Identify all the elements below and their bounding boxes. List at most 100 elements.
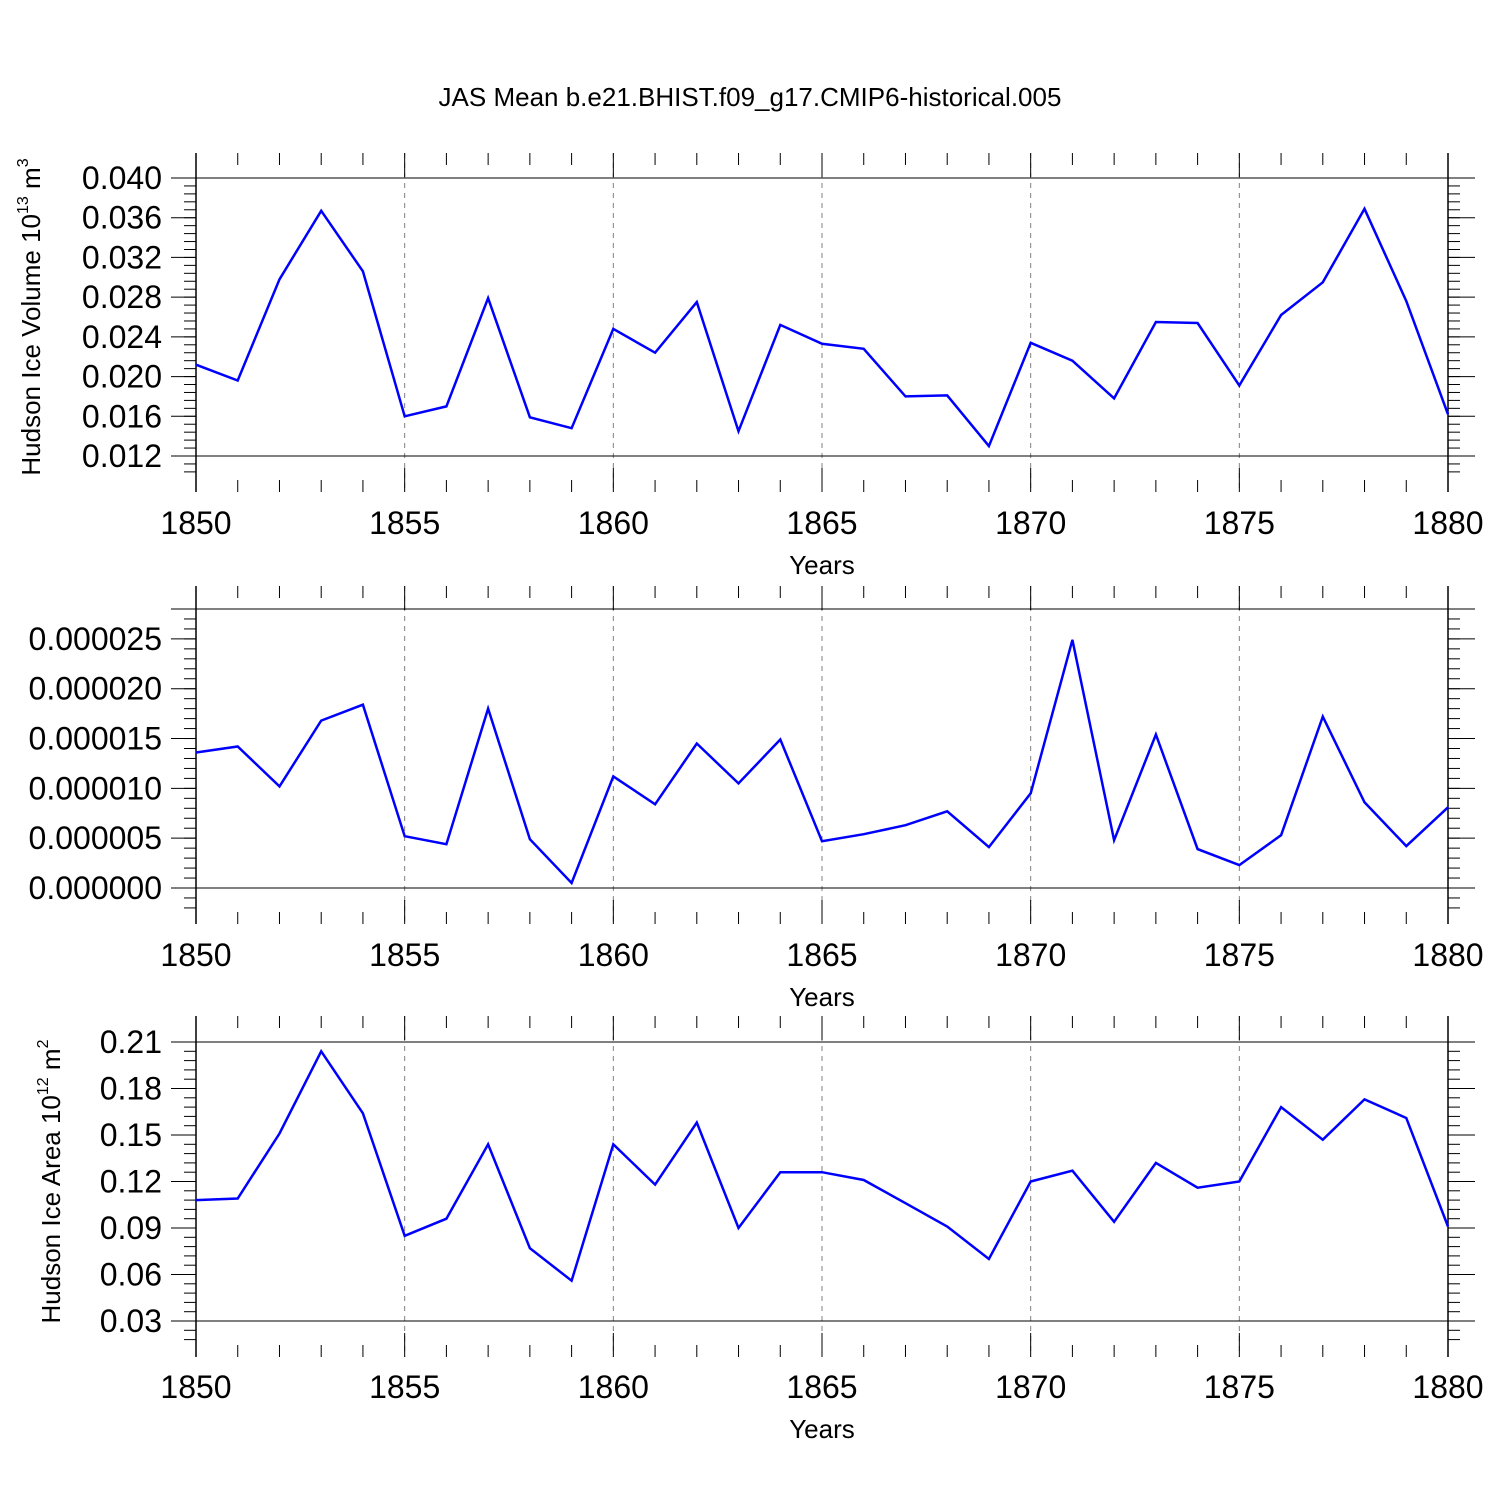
data-point (821, 840, 823, 842)
x-tick-label: 1865 (786, 505, 857, 541)
data-point (571, 882, 573, 884)
data-point (946, 810, 948, 812)
x-tick-label: 1880 (1412, 505, 1483, 541)
data-point (988, 846, 990, 848)
data-point (529, 1247, 531, 1249)
y-axis-title-superscript: 13 (15, 196, 32, 214)
y-tick-label: 0.000015 (29, 721, 162, 757)
data-point (612, 1143, 614, 1145)
data-point (1071, 360, 1073, 362)
data-point (946, 1225, 948, 1227)
data-point (696, 301, 698, 303)
y-tick-label: 0.18 (100, 1071, 162, 1107)
data-point (654, 803, 656, 805)
data-point (487, 708, 489, 710)
data-point (1238, 1181, 1240, 1182)
data-point (612, 775, 614, 777)
x-axis-title: Years (789, 550, 855, 580)
y-tick-label: 0.000025 (29, 621, 162, 657)
y-tick-label: 0.036 (82, 200, 162, 236)
data-point (1071, 1170, 1073, 1172)
data-point (904, 1202, 906, 1204)
x-tick-label: 1865 (786, 937, 857, 973)
data-point (237, 380, 239, 382)
data-point (1280, 1106, 1282, 1108)
data-point (738, 1227, 740, 1229)
chart-title: JAS Mean b.e21.BHIST.f09_g17.CMIP6-histo… (439, 82, 1062, 112)
data-point (654, 1184, 656, 1186)
data-point (362, 270, 364, 272)
data-point (1364, 801, 1366, 803)
x-tick-label: 1880 (1412, 937, 1483, 973)
y-axis-title-text: Hudson Ice Area 10 (36, 1095, 66, 1323)
y-tick-label: 0.000010 (29, 770, 162, 806)
y-axis-title-text: Hudson Ice Volume 10 (16, 214, 46, 476)
data-point (988, 445, 990, 447)
data-point (1238, 385, 1240, 387)
data-point (1447, 413, 1449, 415)
data-point (1113, 1221, 1115, 1223)
data-point (946, 394, 948, 396)
data-point (1405, 845, 1407, 847)
data-point (404, 415, 406, 417)
y-axis-title-superscript: 3 (15, 158, 32, 167)
data-point (278, 1132, 280, 1134)
data-point (1155, 1162, 1157, 1164)
x-tick-label: 1860 (578, 505, 649, 541)
y-tick-label: 0.03 (100, 1303, 162, 1339)
data-point (362, 704, 364, 706)
x-tick-label: 1850 (160, 505, 231, 541)
data-point (404, 1235, 406, 1237)
data-point (1405, 1117, 1407, 1119)
x-tick-label: 1870 (995, 937, 1066, 973)
x-tick-label: 1855 (369, 937, 440, 973)
x-axis-title: Years (789, 982, 855, 1012)
data-point (904, 824, 906, 826)
data-point (1322, 1139, 1324, 1141)
data-point (1197, 1187, 1199, 1189)
y-tick-label: 0.06 (100, 1257, 162, 1293)
x-tick-label: 1875 (1204, 937, 1275, 973)
x-tick-label: 1850 (160, 1369, 231, 1405)
data-point (1280, 314, 1282, 316)
data-point (1364, 1098, 1366, 1100)
y-tick-label: 0.040 (82, 160, 162, 196)
data-point (1030, 342, 1032, 344)
y-tick-label: 0.000000 (29, 870, 162, 906)
data-point (529, 838, 531, 840)
data-point (654, 352, 656, 354)
data-point (738, 430, 740, 432)
data-point (278, 785, 280, 787)
data-point (1447, 806, 1449, 808)
data-point (1322, 716, 1324, 718)
data-point (571, 1280, 573, 1282)
y-tick-label: 0.016 (82, 398, 162, 434)
data-point (320, 210, 322, 212)
data-point (362, 1112, 364, 1114)
chart-panel-3: 0.03 0.06 0.09 0.12 0.15 0.18 0.21 1850 1855 1860… (35, 1016, 1484, 1444)
x-tick-label: 1870 (995, 505, 1066, 541)
data-point (278, 278, 280, 280)
data-point (863, 348, 865, 350)
data-point (320, 1050, 322, 1052)
y-tick-label: 0.032 (82, 239, 162, 275)
data-point (904, 395, 906, 397)
y-tick-label: 0.15 (100, 1117, 162, 1153)
data-point (571, 427, 573, 429)
x-tick-label: 1880 (1412, 1369, 1483, 1405)
data-point (487, 1143, 489, 1145)
x-tick-label: 1865 (786, 1369, 857, 1405)
y-axis-title-text: m (36, 1048, 66, 1077)
y-tick-label: 0.000020 (29, 671, 162, 707)
y-tick-label: 0.09 (100, 1210, 162, 1246)
y-axis-title-text: m (16, 167, 46, 196)
data-point (1113, 839, 1115, 841)
data-point (988, 1258, 990, 1260)
data-point (863, 1179, 865, 1181)
data-point (612, 328, 614, 330)
x-tick-label: 1870 (995, 1369, 1066, 1405)
data-point (1238, 864, 1240, 866)
data-point (1405, 300, 1407, 302)
data-point (1030, 1181, 1032, 1182)
y-tick-label: 0.21 (100, 1024, 162, 1060)
